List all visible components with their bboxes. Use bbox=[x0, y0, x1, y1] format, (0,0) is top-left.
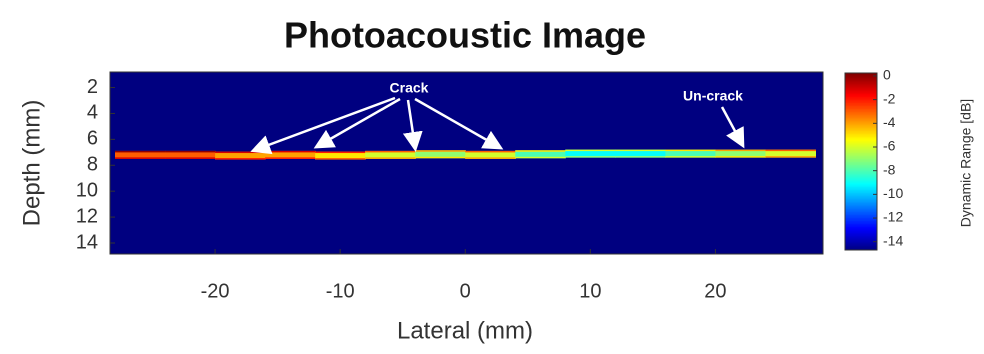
x-tick-label: 10 bbox=[579, 280, 601, 302]
y-tick-label: 4 bbox=[87, 102, 98, 124]
colorbar-tick-label: 0 bbox=[883, 67, 891, 83]
signal-edge bbox=[165, 157, 216, 159]
colorbar-tick-label: -4 bbox=[883, 114, 896, 130]
signal-edge bbox=[715, 150, 766, 152]
signal-edge bbox=[215, 152, 266, 154]
annotation: Crack bbox=[390, 80, 429, 96]
signal-edge bbox=[415, 150, 466, 152]
signal-edge bbox=[665, 156, 716, 158]
signal-edge bbox=[265, 157, 316, 159]
signal-edge bbox=[515, 157, 566, 159]
y-tick-label: 10 bbox=[76, 179, 98, 201]
signal-edge bbox=[315, 158, 366, 160]
signal-edge bbox=[215, 158, 266, 160]
annotation: Un-crack bbox=[683, 88, 743, 104]
colorbar-tick-label: -6 bbox=[883, 138, 896, 154]
chart: Photoacoustic Image Lateral (mm) Depth (… bbox=[0, 0, 984, 349]
y-tick-label: 12 bbox=[76, 205, 98, 227]
signal-edge bbox=[365, 157, 416, 159]
signal-edge bbox=[165, 151, 216, 153]
x-tick-label: 0 bbox=[460, 280, 471, 302]
signal-edge bbox=[115, 151, 166, 153]
signal-edge bbox=[765, 156, 816, 158]
signal-edge bbox=[415, 157, 466, 159]
y-tick-label: 2 bbox=[87, 76, 98, 98]
colorbar-tick-label: -10 bbox=[883, 185, 903, 201]
signal-edge bbox=[315, 152, 366, 154]
signal-edge bbox=[465, 157, 516, 159]
signal-edge bbox=[365, 151, 416, 153]
signal-edge bbox=[715, 156, 766, 158]
y-tick-label: 8 bbox=[87, 154, 98, 176]
signal-edge bbox=[565, 150, 616, 152]
signal-edge bbox=[615, 156, 666, 158]
colorbar-tick-label: -14 bbox=[883, 232, 903, 248]
y-axis-label: Depth (mm) bbox=[18, 100, 45, 227]
x-tick-label: -10 bbox=[326, 280, 355, 302]
signal-edge bbox=[565, 156, 616, 158]
signal-edge bbox=[765, 150, 816, 152]
signal-edge bbox=[665, 150, 716, 152]
y-tick-label: 14 bbox=[76, 231, 98, 253]
signal-edge bbox=[615, 150, 666, 152]
colorbar-tick-label: -2 bbox=[883, 90, 896, 106]
x-tick-label: 20 bbox=[704, 280, 726, 302]
signal-edge bbox=[115, 157, 166, 159]
y-tick-label: 6 bbox=[87, 128, 98, 150]
signal-edge bbox=[265, 151, 316, 153]
colorbar-tick-label: -12 bbox=[883, 209, 903, 225]
signal-edge bbox=[465, 151, 516, 153]
chart-title: Photoacoustic Image bbox=[284, 15, 646, 56]
x-tick-label: -20 bbox=[201, 280, 230, 302]
x-axis-label: Lateral (mm) bbox=[397, 317, 533, 344]
signal-edge bbox=[515, 150, 566, 152]
colorbar-label: Dynamic Range [dB] bbox=[958, 99, 974, 227]
colorbar-tick-label: -8 bbox=[883, 161, 896, 177]
